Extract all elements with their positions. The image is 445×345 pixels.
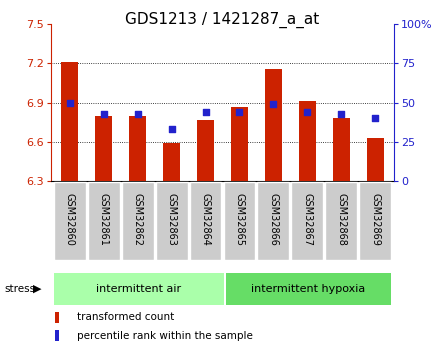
Bar	[265, 69, 282, 181]
Bar	[129, 116, 146, 181]
Point	[372, 116, 379, 121]
FancyBboxPatch shape	[291, 182, 323, 260]
Bar	[95, 116, 112, 181]
Text: GSM32862: GSM32862	[133, 193, 143, 246]
Text: GSM32861: GSM32861	[99, 193, 109, 246]
Text: GSM32865: GSM32865	[235, 193, 244, 246]
Point	[270, 101, 277, 107]
Text: intermittent hypoxia: intermittent hypoxia	[251, 284, 365, 294]
Bar	[55, 330, 60, 341]
FancyBboxPatch shape	[54, 182, 86, 260]
Text: GSM32860: GSM32860	[65, 193, 75, 246]
Bar	[299, 101, 316, 181]
FancyBboxPatch shape	[88, 182, 120, 260]
Bar	[61, 62, 78, 181]
Point	[100, 111, 107, 116]
Bar	[55, 312, 60, 323]
Point	[66, 100, 73, 105]
Point	[134, 111, 141, 116]
FancyBboxPatch shape	[223, 182, 255, 260]
FancyBboxPatch shape	[325, 182, 357, 260]
Point	[202, 109, 209, 115]
Bar	[231, 107, 248, 181]
Text: stress: stress	[4, 284, 36, 294]
Text: percentile rank within the sample: percentile rank within the sample	[77, 331, 253, 341]
Bar	[197, 120, 214, 181]
Point	[304, 109, 311, 115]
FancyBboxPatch shape	[359, 182, 391, 260]
Point	[236, 109, 243, 115]
Bar	[163, 143, 180, 181]
Text: ▶: ▶	[33, 284, 42, 294]
Text: GSM32867: GSM32867	[302, 193, 312, 246]
FancyBboxPatch shape	[122, 182, 154, 260]
Text: intermittent air: intermittent air	[96, 284, 181, 294]
Point	[338, 111, 345, 116]
Bar	[367, 138, 384, 181]
Text: GSM32864: GSM32864	[201, 193, 210, 246]
Text: GDS1213 / 1421287_a_at: GDS1213 / 1421287_a_at	[125, 12, 320, 28]
Text: GSM32869: GSM32869	[370, 193, 380, 246]
FancyBboxPatch shape	[258, 182, 289, 260]
Text: GSM32868: GSM32868	[336, 193, 346, 246]
Bar	[333, 118, 350, 181]
FancyBboxPatch shape	[54, 273, 223, 305]
Text: GSM32863: GSM32863	[166, 193, 177, 246]
Text: GSM32866: GSM32866	[268, 193, 279, 246]
Text: transformed count: transformed count	[77, 312, 174, 322]
FancyBboxPatch shape	[226, 273, 391, 305]
FancyBboxPatch shape	[190, 182, 222, 260]
Point	[168, 127, 175, 132]
FancyBboxPatch shape	[156, 182, 187, 260]
